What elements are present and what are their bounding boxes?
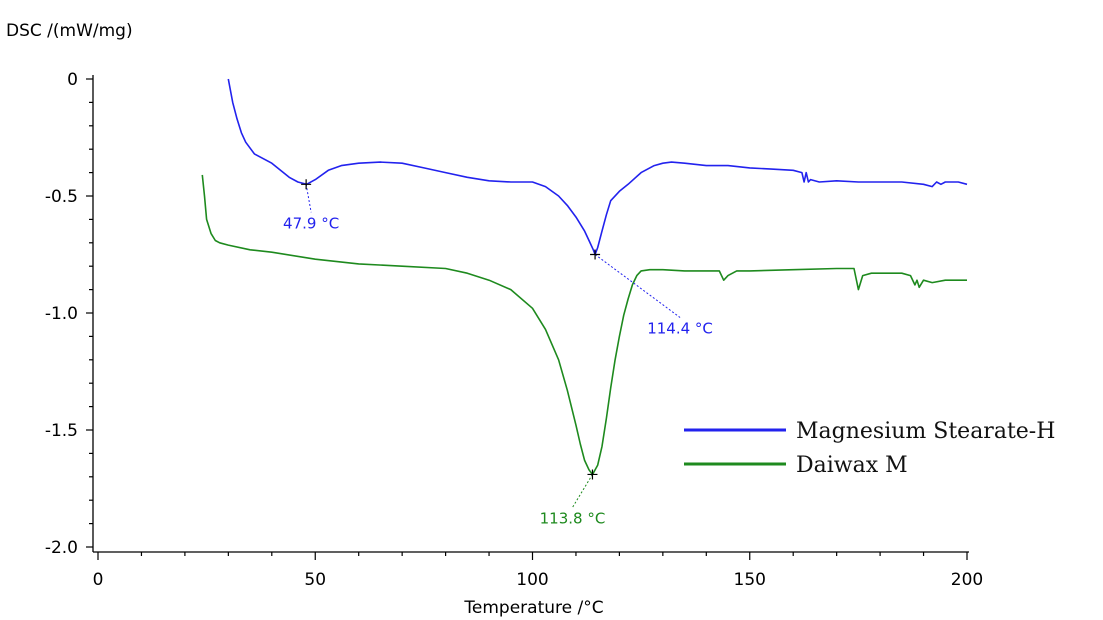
x-tick-label: 50 bbox=[304, 570, 326, 590]
y-tick-label: -1.0 bbox=[45, 304, 78, 324]
legend: Magnesium Stearate-H Daiwax M bbox=[684, 419, 1055, 478]
peak-label: 114.4 °C bbox=[647, 320, 713, 338]
peak-leader-line bbox=[305, 184, 312, 213]
peak-marker bbox=[590, 249, 601, 260]
peak-marker bbox=[587, 469, 598, 480]
y-tick-label: -1.5 bbox=[45, 421, 78, 441]
peak-label: 113.8 °C bbox=[540, 509, 606, 527]
y-tick-label: 0 bbox=[67, 70, 78, 90]
peak-leader-line bbox=[572, 474, 593, 508]
series-layer bbox=[201, 78, 968, 476]
annotation-layer: 47.9 °C 114.4 °C 113.8 °C bbox=[283, 179, 713, 527]
y-axis-title: DSC /(mW/mg) bbox=[6, 21, 133, 41]
series-line-0 bbox=[227, 78, 968, 256]
peak-marker bbox=[301, 179, 312, 190]
x-tick-label: 150 bbox=[734, 570, 766, 590]
legend-label-0: Magnesium Stearate-H bbox=[796, 419, 1055, 444]
series-line-1 bbox=[201, 174, 967, 476]
legend-label-1: Daiwax M bbox=[796, 453, 908, 478]
peak-label: 47.9 °C bbox=[283, 214, 339, 232]
y-tick-label: -2.0 bbox=[45, 538, 78, 558]
x-tick-label: 200 bbox=[951, 570, 983, 590]
peak-leader-line bbox=[594, 254, 681, 318]
x-tick-label: 100 bbox=[516, 570, 548, 590]
x-tick-label: 0 bbox=[93, 570, 104, 590]
x-axis-title: Temperature /°C bbox=[463, 598, 603, 618]
y-tick-label: -0.5 bbox=[45, 187, 78, 207]
axis-ticks: 0 50 100 150 200 0 -0.5 -1.0 -1.5 -2.0 bbox=[45, 70, 983, 590]
